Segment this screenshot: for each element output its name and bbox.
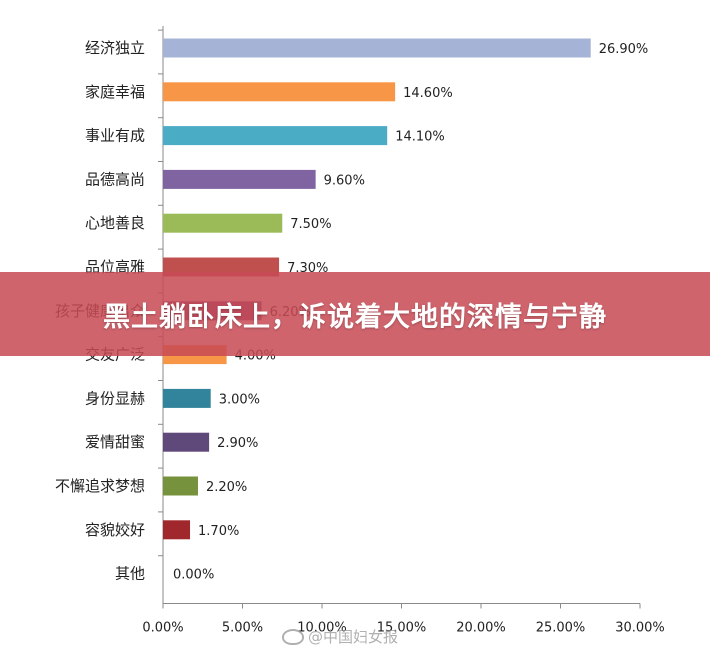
value-label: 2.90%	[217, 436, 258, 451]
value-label: 26.90%	[599, 42, 649, 57]
category-label: 容貌姣好	[85, 521, 145, 539]
value-label: 14.10%	[395, 130, 445, 145]
bar	[163, 257, 280, 277]
title-banner: 黑土躺卧床上，诉说着大地的深情与宁静	[0, 272, 710, 356]
value-label: 2.20%	[206, 480, 247, 495]
bar	[163, 126, 388, 146]
value-label: 1.70%	[198, 524, 239, 539]
bar	[163, 169, 316, 189]
category-label: 家庭幸福	[85, 83, 145, 101]
bar	[163, 388, 211, 408]
bar	[163, 213, 283, 233]
category-label: 经济独立	[85, 39, 145, 57]
category-label: 身份显赫	[85, 389, 145, 407]
category-label: 事业有成	[85, 127, 145, 145]
bar	[163, 82, 396, 102]
x-tick-label: 10.00%	[297, 621, 347, 636]
x-tick-label: 20.00%	[456, 621, 506, 636]
value-label: 0.00%	[173, 568, 214, 583]
value-label: 7.50%	[290, 217, 331, 232]
watermark-text: @中国妇女报	[308, 628, 399, 646]
category-label: 品位高雅	[85, 258, 145, 276]
x-tick-label: 30.00%	[615, 621, 665, 636]
bar	[163, 476, 198, 496]
value-label: 3.00%	[219, 392, 260, 407]
x-tick-label: 0.00%	[142, 621, 183, 636]
x-tick-label: 15.00%	[377, 621, 427, 636]
weibo-icon	[282, 628, 304, 645]
category-label: 其他	[115, 565, 145, 583]
value-label: 9.60%	[324, 173, 365, 188]
watermark: @中国妇女报	[282, 626, 398, 647]
x-tick-label: 5.00%	[222, 621, 263, 636]
category-label: 品德高尚	[85, 170, 145, 188]
category-label: 不懈追求梦想	[55, 477, 145, 495]
banner-text: 黑土躺卧床上，诉说着大地的深情与宁静	[103, 301, 607, 333]
value-label: 14.60%	[403, 86, 453, 101]
bar	[163, 520, 191, 540]
bar	[163, 432, 210, 452]
x-tick-label: 25.00%	[536, 621, 586, 636]
bar	[163, 38, 591, 58]
category-label: 爱情甜蜜	[85, 433, 145, 451]
category-label: 心地善良	[85, 214, 145, 232]
